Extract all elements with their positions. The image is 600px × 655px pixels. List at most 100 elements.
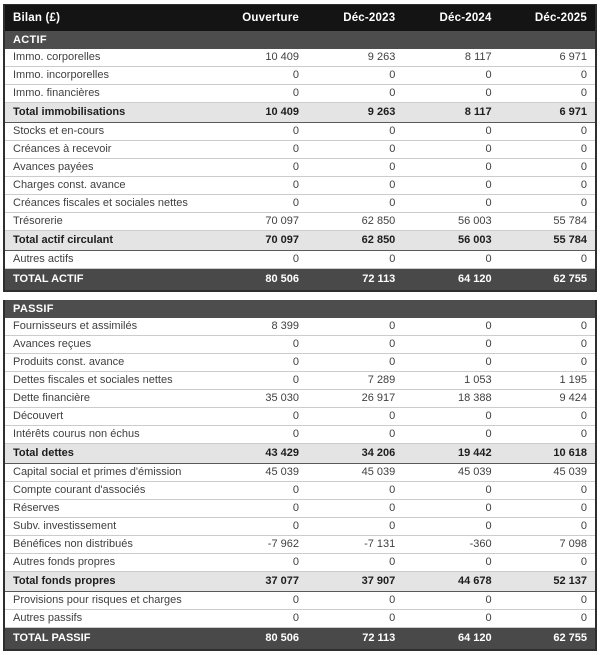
row-value: 0 xyxy=(403,66,500,85)
row-label: Total immobilisations xyxy=(4,102,211,123)
row-label: Trésorerie xyxy=(4,212,211,231)
row-value: 64 120 xyxy=(403,627,500,650)
row-value: 0 xyxy=(499,353,596,372)
row-label: Provisions pour risques et charges xyxy=(4,591,211,610)
section-body-passif: PASSIF Fournisseurs et assimilés 8 399 0 0 0 A… xyxy=(4,300,596,650)
row-value: 0 xyxy=(499,158,596,177)
row-value: 0 xyxy=(306,609,404,628)
row-value: 0 xyxy=(499,250,596,269)
table-row: Bénéfices non distribués -7 962 -7 131 -360… xyxy=(4,535,596,554)
row-label: Intérêts courus non échus xyxy=(4,425,211,444)
table-row: Immo. financières 0 0 0 0 xyxy=(4,84,596,103)
table-row: Autres actifs 0 0 0 0 xyxy=(4,250,596,269)
table-row: Total fonds propres 37 077 37 907 44 678 52 … xyxy=(4,571,596,592)
row-value: 9 424 xyxy=(499,389,596,408)
row-value: -360 xyxy=(403,535,500,554)
row-value: 0 xyxy=(307,176,404,195)
row-value: 0 xyxy=(499,481,596,500)
row-value: 7 098 xyxy=(499,535,596,554)
row-value: 0 xyxy=(499,591,596,610)
row-value: 55 784 xyxy=(499,230,596,251)
table-row: Autres fonds propres 0 0 0 0 xyxy=(4,553,596,572)
row-value: -7 962 xyxy=(210,535,307,554)
row-label: Produits const. avance xyxy=(4,353,211,372)
header-col-dec-2025: Déc-2025 xyxy=(499,4,596,31)
balance-sheet-table-actif: Bilan (£) Ouverture Déc-2023 Déc-2024 Dé… xyxy=(3,4,597,292)
row-value: 0 xyxy=(403,176,500,195)
row-value: 0 xyxy=(403,481,500,500)
row-value: 26 917 xyxy=(306,389,404,408)
section-body-actif: ACTIF Immo. corporelles 10 409 9 263 8 117 6 … xyxy=(4,31,596,291)
row-value: 0 xyxy=(210,591,307,610)
row-label: Dettes fiscales et sociales nettes xyxy=(4,371,211,390)
row-value: 0 xyxy=(210,353,307,372)
row-value: 8 399 xyxy=(210,318,307,336)
row-value: 0 xyxy=(403,591,500,610)
row-value: 0 xyxy=(210,371,307,390)
table-row: Produits const. avance 0 0 0 0 xyxy=(4,353,596,372)
row-value: 0 xyxy=(306,499,404,518)
row-value: 0 xyxy=(403,609,500,628)
row-value: 70 097 xyxy=(210,212,307,231)
row-value: 9 263 xyxy=(307,102,404,123)
row-value: 0 xyxy=(306,591,404,610)
row-value: 7 289 xyxy=(306,371,404,390)
row-value: 0 xyxy=(210,194,307,213)
table-row: Autres passifs 0 0 0 0 xyxy=(4,609,596,628)
row-value: 0 xyxy=(499,335,596,354)
row-label: Compte courant d'associés xyxy=(4,481,211,500)
row-value: 0 xyxy=(210,158,307,177)
row-label: TOTAL PASSIF xyxy=(4,627,211,650)
row-value: 0 xyxy=(403,553,500,572)
row-value: 0 xyxy=(307,122,404,141)
row-value: 43 429 xyxy=(210,443,307,464)
table-row: Immo. corporelles 10 409 9 263 8 117 6 971 xyxy=(4,49,596,67)
row-value: 62 850 xyxy=(307,230,404,251)
row-value: 44 678 xyxy=(403,571,500,592)
row-value: 0 xyxy=(210,425,307,444)
row-value: 0 xyxy=(306,517,404,536)
balance-sheet-table-passif: PASSIF Fournisseurs et assimilés 8 399 0 0 0 A… xyxy=(3,300,597,651)
section-header-actif: ACTIF xyxy=(4,31,596,49)
row-value: 0 xyxy=(306,425,404,444)
row-value: 80 506 xyxy=(210,627,307,650)
row-label: Avances reçues xyxy=(4,335,211,354)
table-row: TOTAL PASSIF 80 506 72 113 64 120 62 755 xyxy=(4,627,596,650)
row-label: Total dettes xyxy=(4,443,211,464)
row-value: 10 409 xyxy=(210,102,307,123)
row-value: 52 137 xyxy=(499,571,596,592)
row-value: 0 xyxy=(210,140,307,159)
table-row: Subv. investissement 0 0 0 0 xyxy=(4,517,596,536)
row-label: Dette financière xyxy=(4,389,211,408)
row-value: 0 xyxy=(403,407,500,426)
row-value: 19 442 xyxy=(403,443,500,464)
row-value: 0 xyxy=(403,250,500,269)
table-row: Dettes fiscales et sociales nettes 0 7 289… xyxy=(4,371,596,390)
row-value: 9 263 xyxy=(307,49,404,67)
row-value: 37 907 xyxy=(306,571,404,592)
table-row: Immo. incorporelles 0 0 0 0 xyxy=(4,66,596,85)
row-value: 0 xyxy=(307,140,404,159)
row-value: 0 xyxy=(210,122,307,141)
row-value: 0 xyxy=(307,158,404,177)
row-value: 0 xyxy=(499,609,596,628)
row-value: 55 784 xyxy=(499,212,596,231)
row-value: 1 053 xyxy=(403,371,500,390)
row-value: 0 xyxy=(210,407,307,426)
row-value: 56 003 xyxy=(403,212,500,231)
row-value: 0 xyxy=(403,84,500,103)
row-value: 0 xyxy=(210,250,307,269)
table-row: Charges const. avance 0 0 0 0 xyxy=(4,176,596,195)
row-label: Autres actifs xyxy=(4,250,211,269)
row-value: 0 xyxy=(210,335,307,354)
row-value: 0 xyxy=(306,335,404,354)
row-value: 8 117 xyxy=(403,49,500,67)
row-value: 0 xyxy=(499,84,596,103)
row-label: TOTAL ACTIF xyxy=(4,268,211,291)
row-label: Réserves xyxy=(4,499,211,518)
row-value: 0 xyxy=(307,84,404,103)
row-value: 0 xyxy=(210,517,307,536)
row-value: 0 xyxy=(210,553,307,572)
row-label: Immo. corporelles xyxy=(4,49,211,67)
